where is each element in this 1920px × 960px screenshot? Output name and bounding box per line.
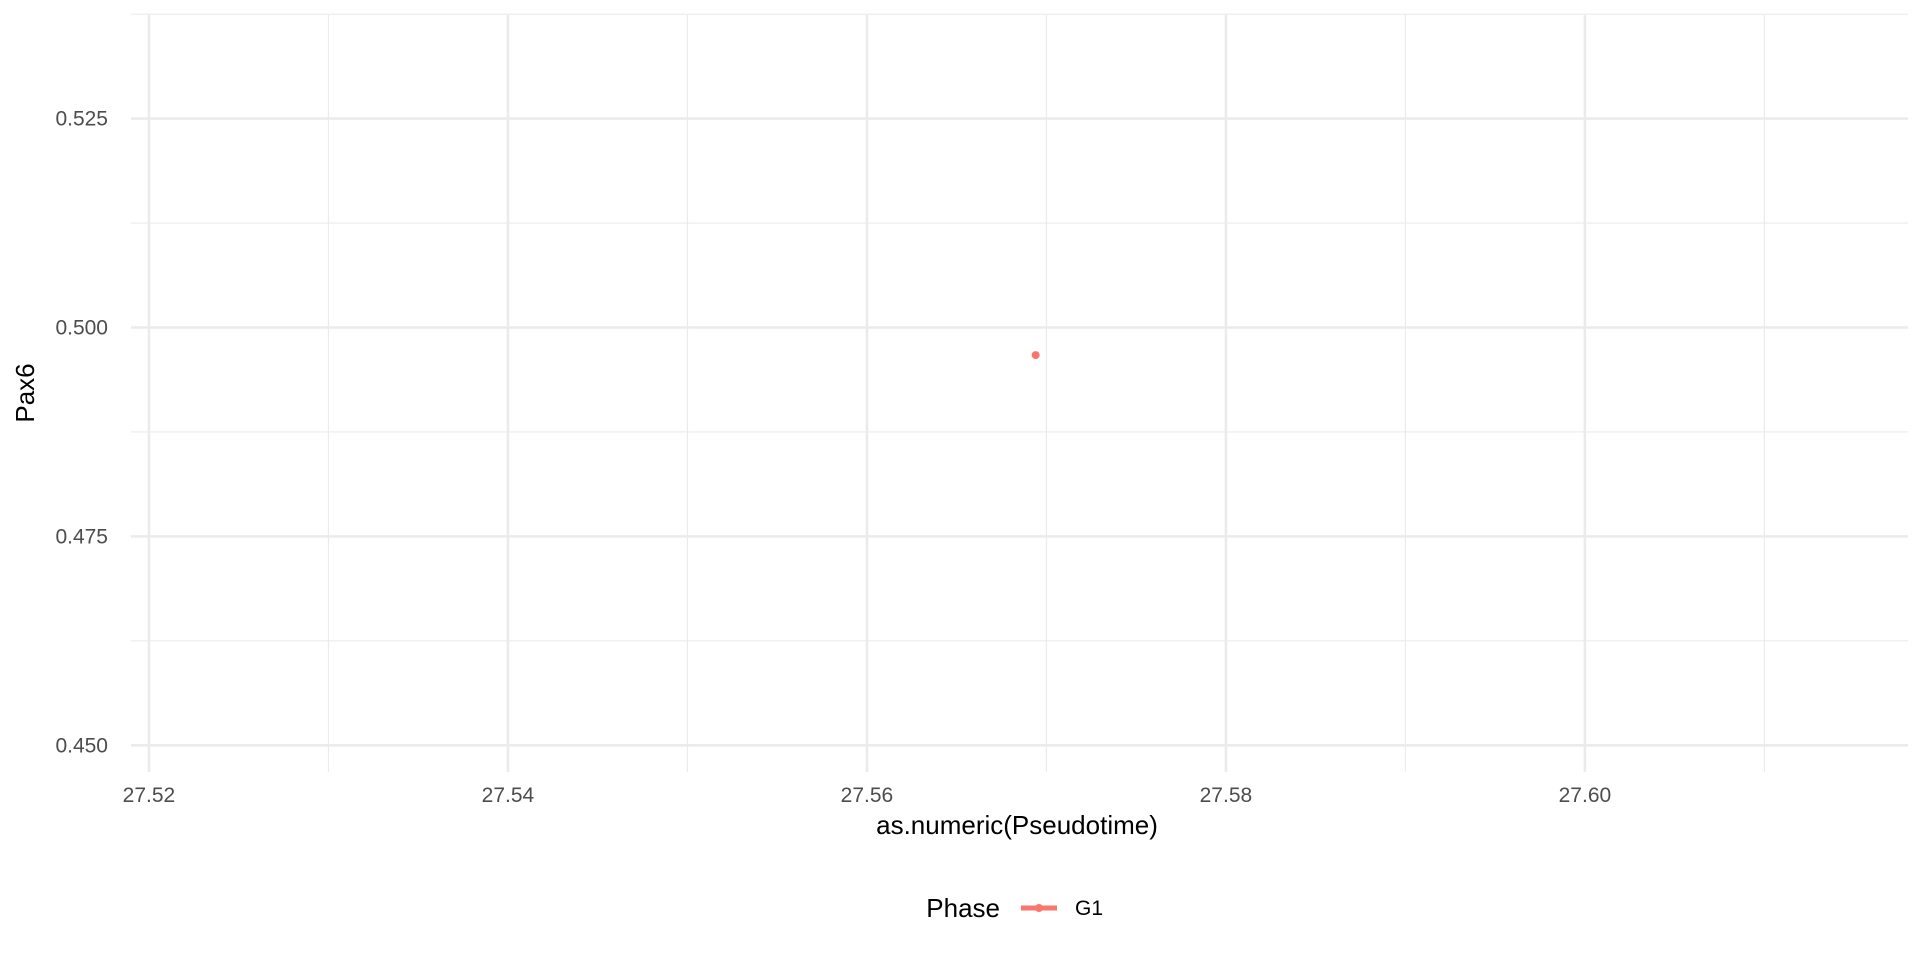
x-tick-label: 27.52	[123, 784, 176, 807]
x-axis-title: as.numeric(Pseudotime)	[876, 810, 1158, 840]
y-axis-title: Pax6	[10, 363, 40, 422]
data-point-g1	[1031, 351, 1040, 360]
x-tick-label: 27.58	[1200, 784, 1253, 807]
x-tick-label: 27.60	[1559, 784, 1612, 807]
x-tick-label: 27.54	[482, 784, 535, 807]
grid-major	[131, 15, 1908, 772]
y-tick-label: 0.475	[55, 525, 108, 548]
y-tick-label: 0.525	[55, 108, 108, 131]
y-tick-label: 0.500	[55, 316, 108, 339]
x-tick-labels: 27.52 27.54 27.56 27.58 27.60	[123, 784, 1612, 807]
legend-label-g1: G1	[1075, 897, 1103, 920]
legend-key-point-g1	[1035, 904, 1043, 912]
legend: Phase G1	[926, 893, 1103, 923]
grid-minor	[131, 13, 1908, 772]
data-points	[1031, 351, 1040, 360]
legend-title: Phase	[926, 893, 1000, 923]
y-tick-labels: 0.450 0.475 0.500 0.525	[55, 108, 108, 758]
y-tick-label: 0.450	[55, 734, 108, 757]
x-tick-label: 27.56	[841, 784, 894, 807]
